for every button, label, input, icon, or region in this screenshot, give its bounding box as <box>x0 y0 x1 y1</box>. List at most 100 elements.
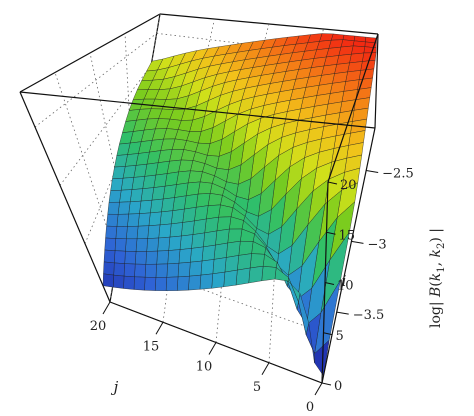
surface-facet <box>108 189 122 203</box>
surface-facet <box>216 216 232 232</box>
y-tick-label: 0 <box>334 379 342 394</box>
x-tick-label: 0 <box>306 400 314 415</box>
box-edge <box>327 33 379 183</box>
surface-facet <box>195 193 211 208</box>
surface-facet <box>113 262 125 277</box>
z-tick-label: −3 <box>367 237 386 252</box>
surface-facet <box>119 189 133 203</box>
surface-facet <box>117 201 131 215</box>
surface-facet <box>161 197 175 213</box>
surface-facet <box>194 205 209 222</box>
surface-facet <box>155 263 168 278</box>
surface-facet <box>181 220 195 237</box>
floor-grid-line <box>268 168 282 363</box>
surface-facet <box>199 273 214 290</box>
surface-facet <box>168 235 182 251</box>
z-tick-label: −3.5 <box>353 308 385 323</box>
surface-facet <box>176 275 190 291</box>
z-tick-mark <box>351 240 364 244</box>
surface-facet <box>123 275 135 290</box>
surface-facet <box>124 250 137 265</box>
surface-facet <box>137 212 151 227</box>
surface-facet <box>127 213 140 227</box>
surface-facet <box>206 204 221 220</box>
surface-facet <box>157 236 171 252</box>
y-tick-mark <box>323 332 333 336</box>
surface-facet <box>110 177 124 191</box>
surface-facet <box>114 238 127 252</box>
surface-facet <box>128 200 142 215</box>
surface-facet <box>185 181 201 197</box>
surface-facet <box>172 195 187 211</box>
x-tick-label: 15 <box>143 339 160 354</box>
surface-facet <box>191 232 205 249</box>
surface-facet <box>105 225 118 239</box>
surface-facet <box>134 251 147 265</box>
surface-facet <box>200 259 215 276</box>
surface-facet <box>224 255 240 273</box>
surface-facet <box>201 244 216 262</box>
z-tick-mark <box>336 311 349 315</box>
box-edge <box>19 91 376 129</box>
y-tick-mark <box>324 282 335 285</box>
surface-facet <box>145 250 158 265</box>
surface-facet <box>104 237 117 251</box>
surface-facet <box>235 267 251 286</box>
surface-facet <box>112 274 125 289</box>
surface-facet <box>125 238 138 252</box>
surface-facet <box>225 240 241 258</box>
surface-facet <box>103 249 116 264</box>
surface-facet <box>213 242 228 260</box>
surface-facet <box>159 210 174 226</box>
surface-facet <box>215 228 230 246</box>
surface-facet <box>136 225 150 240</box>
surface-facet <box>102 273 114 288</box>
surface-facet <box>249 253 265 269</box>
surface-facet <box>248 265 264 284</box>
surface-facet <box>178 248 192 264</box>
y-tick-mark <box>327 181 338 185</box>
x-tick-label: 5 <box>253 380 261 395</box>
surface-facet <box>148 211 162 226</box>
surface-facet <box>169 222 183 238</box>
surface-facet <box>112 166 126 180</box>
surface-facet <box>211 271 226 289</box>
z-tick-mark <box>366 170 379 173</box>
z-axis-label: log| B(k1, k2) | <box>428 228 447 328</box>
z-axis-ticks: −2.5 −3 −3.5 <box>336 167 414 323</box>
surface-facet <box>134 263 147 278</box>
surface-facet <box>144 276 157 291</box>
surface-facet <box>133 276 146 291</box>
y-tick-label: 10 <box>337 279 354 294</box>
box-edge <box>159 13 379 35</box>
x-tick-mark <box>208 342 217 355</box>
surface-facet <box>139 199 153 214</box>
surface-facet <box>207 193 223 206</box>
surface-facet <box>129 188 143 203</box>
surface-facet <box>120 177 135 191</box>
surface-facet <box>158 223 172 239</box>
x-axis-ticks: 20 15 10 5 0 <box>90 301 323 415</box>
x-tick-mark <box>102 301 111 315</box>
surface-facet <box>114 250 126 264</box>
y-axis-label: i <box>342 272 347 290</box>
surface-facet <box>123 263 136 278</box>
surface-facet <box>156 250 169 265</box>
surface-facet <box>197 181 213 195</box>
y-tick-label: 15 <box>339 228 356 243</box>
floor-grid-line <box>117 258 324 334</box>
surface-facet <box>182 207 197 223</box>
surface-facet <box>116 213 129 227</box>
surface-facet <box>107 201 120 215</box>
surface-facet <box>184 193 199 210</box>
surface-facet <box>154 277 168 291</box>
surface-facet <box>227 228 243 244</box>
wall-grid-line <box>34 33 157 128</box>
y-tick-label: 20 <box>340 178 357 193</box>
box-edge <box>374 33 379 129</box>
x-tick-label: 10 <box>196 360 213 375</box>
y-axis-ticks: 0 5 10 15 20 <box>321 178 357 394</box>
surface-facet <box>140 187 155 202</box>
x-tick-mark <box>155 321 164 335</box>
